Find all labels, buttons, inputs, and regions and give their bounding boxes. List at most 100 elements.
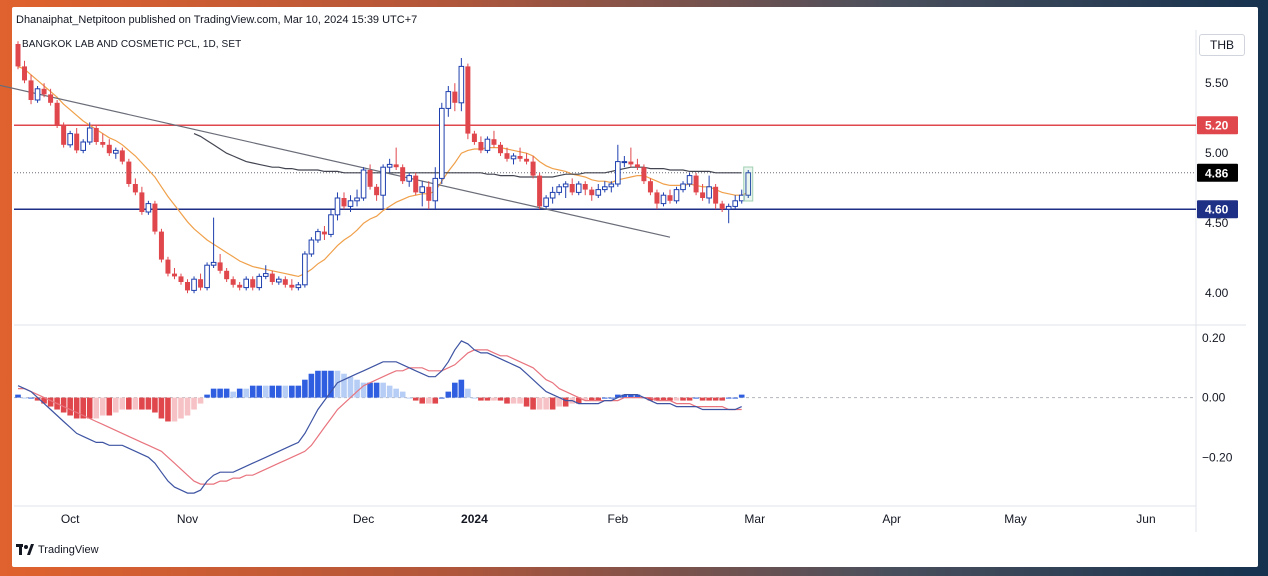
candle[interactable] [282,276,288,288]
candle[interactable] [139,186,145,215]
candle[interactable] [367,164,373,190]
candle[interactable] [67,130,73,148]
candle[interactable] [289,279,295,291]
candle[interactable] [360,167,367,201]
candle[interactable] [484,136,491,154]
candle[interactable] [530,156,536,179]
candle[interactable] [647,178,653,196]
candle[interactable] [745,170,752,198]
candle[interactable] [491,130,497,148]
candle[interactable] [158,228,164,263]
candle[interactable] [28,74,34,105]
candle[interactable] [452,83,458,112]
currency-button[interactable]: THB [1199,34,1245,56]
candle[interactable] [562,181,569,198]
macd-pane[interactable] [14,340,1196,494]
candle[interactable] [700,184,706,201]
candle[interactable] [224,268,230,282]
candle[interactable] [210,217,217,268]
candle[interactable] [725,203,732,224]
candle[interactable] [86,122,93,145]
candle[interactable] [126,158,132,187]
candle[interactable] [119,147,125,165]
candle[interactable] [334,192,341,221]
candle[interactable] [48,88,54,106]
candle[interactable] [380,164,386,210]
candle[interactable] [713,184,719,210]
candle[interactable] [54,100,60,128]
candle[interactable] [595,184,602,198]
resistance-badge[interactable]: 5.20 [1197,116,1238,135]
candle[interactable] [673,186,680,204]
price-pane[interactable] [0,41,1196,294]
candle[interactable] [393,147,399,170]
candle[interactable] [217,254,223,274]
candle[interactable] [341,192,347,210]
candle[interactable] [171,268,177,280]
candle[interactable] [250,276,256,291]
candle[interactable] [706,175,712,204]
candle[interactable] [132,178,138,196]
candle[interactable] [256,273,263,291]
candle[interactable] [445,86,452,117]
candle[interactable] [237,282,243,291]
candle[interactable] [628,147,634,168]
candle[interactable] [458,58,465,112]
candle[interactable] [471,130,477,145]
candle[interactable] [660,192,667,207]
candle[interactable] [100,133,106,148]
candle[interactable] [34,86,41,103]
candle[interactable] [61,122,67,148]
candle[interactable] [165,256,171,277]
candle[interactable] [262,265,269,280]
candle[interactable] [41,83,47,98]
candle[interactable] [575,181,582,196]
candle[interactable] [269,270,275,285]
candle[interactable] [308,237,315,257]
candle[interactable] [113,147,119,159]
candle[interactable] [667,189,673,204]
candle[interactable] [230,276,236,288]
last-price-badge[interactable]: 4.86 [1197,163,1238,182]
candle[interactable] [497,142,503,156]
candle[interactable] [295,282,302,291]
candle[interactable] [589,186,595,201]
tradingview-logo[interactable]: TradingView [16,544,99,556]
candle[interactable] [302,251,308,288]
candle[interactable] [537,172,543,210]
candle[interactable] [439,102,445,184]
candle[interactable] [686,172,693,187]
candle[interactable] [615,144,621,187]
candle[interactable] [634,158,640,170]
candle[interactable] [426,181,432,210]
candle[interactable] [152,200,158,235]
trendline[interactable] [0,50,671,238]
candle[interactable] [22,60,28,84]
candle[interactable] [569,178,575,196]
candle[interactable] [693,172,699,196]
candle[interactable] [93,125,99,145]
candle[interactable] [413,172,419,196]
candle[interactable] [732,195,739,210]
candle[interactable] [400,164,406,184]
candle[interactable] [543,195,549,210]
candle[interactable] [374,184,380,201]
candle[interactable] [347,195,354,212]
candle[interactable] [321,226,327,240]
candle[interactable] [602,181,608,193]
symbol-legend[interactable]: BANGKOK LAB AND COSMETIC PCL, 1D, SET [22,39,242,50]
candle[interactable] [465,63,471,140]
candle[interactable] [243,276,249,291]
candle[interactable] [328,209,334,238]
candle[interactable] [191,276,197,294]
candle[interactable] [608,181,615,193]
candle[interactable] [419,181,426,207]
candle[interactable] [549,186,556,204]
candle[interactable] [198,273,204,291]
candle[interactable] [719,200,725,212]
candle[interactable] [504,147,510,162]
candle[interactable] [621,156,628,168]
candle[interactable] [654,189,660,210]
candle[interactable] [354,189,360,207]
candle[interactable] [204,262,210,291]
